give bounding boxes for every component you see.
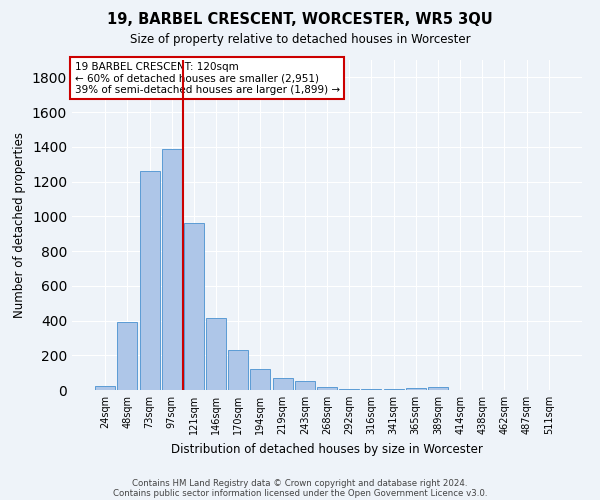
Bar [162, 148, 182, 390]
Text: 19 BARBEL CRESCENT: 120sqm
← 60% of detached houses are smaller (2,951)
39% of s: 19 BARBEL CRESCENT: 120sqm ← 60% of deta… [74, 62, 340, 95]
X-axis label: Distribution of detached houses by size in Worcester: Distribution of detached houses by size … [171, 442, 483, 456]
Bar [428, 386, 448, 390]
Bar [140, 171, 160, 390]
Bar [95, 386, 115, 390]
Bar [406, 388, 426, 390]
Bar [228, 350, 248, 390]
Bar [184, 224, 204, 390]
Bar [272, 378, 293, 390]
Bar [250, 369, 271, 390]
Y-axis label: Number of detached properties: Number of detached properties [13, 132, 26, 318]
Text: Contains HM Land Registry data © Crown copyright and database right 2024.: Contains HM Land Registry data © Crown c… [132, 478, 468, 488]
Bar [317, 386, 337, 390]
Bar [383, 388, 404, 390]
Text: 19, BARBEL CRESCENT, WORCESTER, WR5 3QU: 19, BARBEL CRESCENT, WORCESTER, WR5 3QU [107, 12, 493, 28]
Text: Size of property relative to detached houses in Worcester: Size of property relative to detached ho… [130, 32, 470, 46]
Bar [295, 382, 315, 390]
Bar [339, 388, 359, 390]
Bar [361, 388, 382, 390]
Bar [206, 318, 226, 390]
Bar [118, 322, 137, 390]
Text: Contains public sector information licensed under the Open Government Licence v3: Contains public sector information licen… [113, 488, 487, 498]
